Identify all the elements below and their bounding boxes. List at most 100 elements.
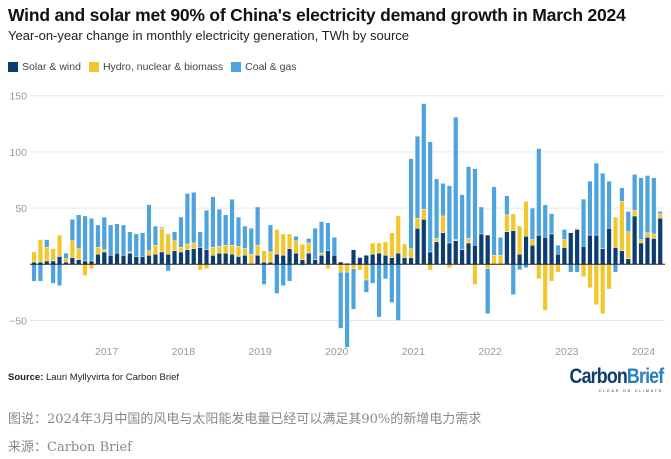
- bar-hydro-nuclear-biomass: [574, 228, 580, 230]
- bar-coal-gas: [382, 264, 388, 280]
- bar-solar-wind: [612, 247, 618, 265]
- bar-solar-wind: [517, 253, 523, 265]
- bar-hydro-nuclear-biomass: [421, 209, 427, 220]
- bar-solar-wind: [159, 251, 165, 265]
- bar-hydro-nuclear-biomass: [510, 213, 516, 231]
- bar-hydro-nuclear-biomass: [561, 239, 567, 248]
- bar-solar-wind: [108, 255, 114, 265]
- bar-solar-wind: [619, 250, 625, 265]
- bar-solar-wind: [587, 234, 593, 265]
- bar-hydro-nuclear-biomass: [644, 232, 650, 238]
- bar-coal-gas: [344, 271, 350, 348]
- bar-hydro-nuclear-biomass: [612, 216, 618, 248]
- bar-coal-gas: [31, 264, 37, 282]
- bar-hydro-nuclear-biomass: [184, 243, 190, 250]
- bar-coal-gas: [280, 264, 286, 286]
- bar-coal-gas: [529, 207, 535, 240]
- bar-solar-wind: [101, 251, 107, 265]
- bar-hydro-nuclear-biomass: [389, 232, 395, 258]
- bar-hydro-nuclear-biomass: [95, 247, 101, 255]
- bar-solar-wind: [568, 232, 574, 265]
- bar-solar-wind: [510, 230, 516, 265]
- bar-hydro-nuclear-biomass: [274, 229, 280, 255]
- legend-item-hydro: Hydro, nuclear & biomass: [88, 61, 223, 73]
- bar-coal-gas: [184, 193, 190, 245]
- bar-hydro-nuclear-biomass: [370, 242, 376, 255]
- bar-hydro-nuclear-biomass: [44, 247, 50, 262]
- source-label: Source:: [8, 372, 44, 383]
- bar-hydro-nuclear-biomass: [638, 239, 644, 244]
- bar-solar-wind: [421, 219, 427, 265]
- bar-hydro-nuclear-biomass: [382, 241, 388, 256]
- bar-hydro-nuclear-biomass: [50, 248, 56, 262]
- bar-solar-wind: [223, 252, 229, 265]
- bar-coal-gas: [657, 211, 663, 214]
- bar-coal-gas: [600, 173, 606, 249]
- bar-coal-gas: [587, 180, 593, 236]
- bar-hydro-nuclear-biomass: [587, 264, 593, 289]
- bar-coal-gas: [606, 180, 612, 229]
- bar-solar-wind: [152, 253, 158, 265]
- bar-coal-gas: [625, 211, 631, 232]
- bar-coal-gas: [306, 238, 312, 244]
- bar-solar-wind: [395, 252, 401, 265]
- bar-hydro-nuclear-biomass: [159, 228, 165, 253]
- bar-solar-wind: [632, 215, 638, 265]
- bar-coal-gas: [568, 264, 574, 273]
- bar-solar-wind: [376, 252, 382, 265]
- bar-coal-gas: [114, 223, 120, 254]
- bar-solar-wind: [523, 235, 529, 265]
- bar-solar-wind: [89, 260, 95, 265]
- bar-solar-wind: [542, 237, 548, 265]
- bar-solar-wind: [57, 256, 63, 265]
- bar-solar-wind: [434, 241, 440, 265]
- logo-carbon: Carbon: [569, 365, 627, 388]
- bar-coal-gas: [331, 237, 337, 256]
- bar-coal-gas: [542, 204, 548, 238]
- bar-hydro-nuclear-biomass: [395, 215, 401, 254]
- bar-coal-gas: [210, 196, 216, 248]
- bar-coal-gas: [248, 228, 254, 255]
- bar-hydro-nuclear-biomass: [536, 264, 542, 280]
- bar-coal-gas: [172, 231, 178, 241]
- bar-coal-gas: [242, 225, 248, 249]
- legend-label: Solar & wind: [22, 61, 81, 73]
- bar-solar-wind: [408, 257, 414, 265]
- bar-hydro-nuclear-biomass: [152, 244, 158, 255]
- legend: Solar & wind Hydro, nuclear & biomass Co…: [8, 61, 297, 73]
- bar-hydro-nuclear-biomass: [178, 247, 184, 253]
- bar-coal-gas: [146, 204, 152, 252]
- bar-coal-gas: [101, 216, 107, 250]
- bar-solar-wind: [478, 233, 484, 265]
- x-tick-label: 2023: [555, 346, 579, 358]
- bar-hydro-nuclear-biomass: [37, 239, 43, 263]
- bar-hydro-nuclear-biomass: [299, 243, 305, 261]
- bar-coal-gas: [549, 213, 555, 235]
- bar-solar-wind: [593, 234, 599, 265]
- bar-solar-wind: [172, 250, 178, 265]
- bar-coal-gas: [120, 224, 126, 256]
- bar-coal-gas: [133, 233, 139, 257]
- bar-coal-gas: [536, 148, 542, 236]
- x-tick-label: 2022: [478, 346, 502, 358]
- bar-solar-wind: [242, 255, 248, 265]
- bar-solar-wind: [280, 255, 286, 265]
- bar-coal-gas: [223, 214, 229, 246]
- bar-hydro-nuclear-biomass: [523, 201, 529, 237]
- bar-coal-gas: [453, 116, 459, 240]
- bar-hydro-nuclear-biomass: [344, 264, 350, 273]
- bar-coal-gas: [351, 268, 357, 310]
- bar-coal-gas: [555, 244, 561, 255]
- bar-coal-gas: [127, 231, 133, 253]
- bar-solar-wind: [44, 260, 50, 265]
- bar-hydro-nuclear-biomass: [63, 258, 69, 263]
- bar-coal-gas: [37, 264, 43, 282]
- image-credit: 来源：Carbon Brief: [8, 440, 132, 455]
- bar-coal-gas: [517, 264, 523, 271]
- x-tick-label: 2021: [402, 346, 426, 358]
- bar-solar-wind: [95, 253, 101, 265]
- source-note: Source: Lauri Myllyvirta for Carbon Brie…: [8, 372, 179, 383]
- bar-hydro-nuclear-biomass: [632, 210, 638, 217]
- bar-hydro-nuclear-biomass: [363, 264, 369, 281]
- bar-solar-wind: [306, 252, 312, 265]
